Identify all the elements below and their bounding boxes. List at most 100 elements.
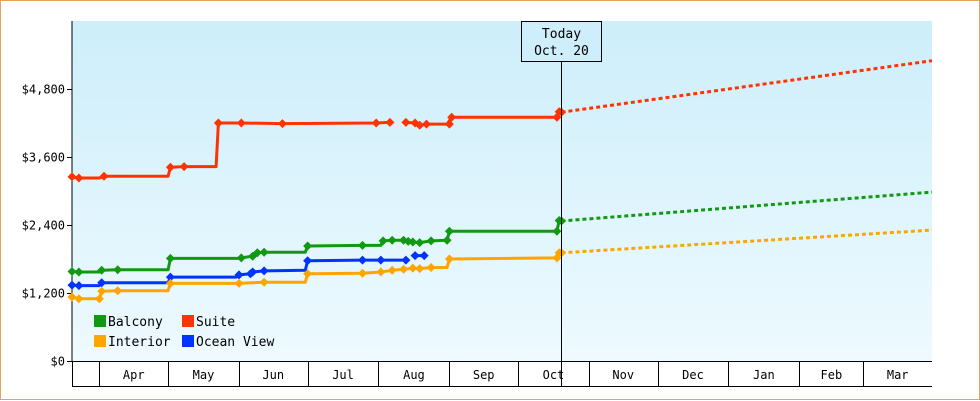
x-axis: Apr May Jun Jul Aug Sep Oct Nov Dec Jan Feb Mar xyxy=(72,361,932,387)
data-point-ocean-view xyxy=(67,280,77,290)
data-point-balcony xyxy=(426,236,436,246)
legend-swatch-ocean-view xyxy=(182,335,194,347)
data-point-ocean-view xyxy=(401,255,411,265)
data-point-balcony xyxy=(113,265,123,275)
data-point-ocean-view xyxy=(97,278,107,288)
x-tick-label: Dec xyxy=(682,368,704,382)
data-point-suite xyxy=(422,119,431,129)
data-point-balcony xyxy=(378,236,388,246)
legend: Balcony Suite Interior Ocean View xyxy=(94,315,274,350)
x-tick-label: Jun xyxy=(262,368,284,382)
data-point-interior xyxy=(358,268,367,278)
data-point-ocean-view xyxy=(419,251,429,261)
data-point-balcony xyxy=(387,235,397,245)
series-interior xyxy=(67,228,933,304)
today-label: Today xyxy=(542,27,581,42)
data-point-suite xyxy=(165,162,175,172)
data-point-suite xyxy=(371,118,381,128)
data-point-balcony xyxy=(408,237,418,247)
data-point-suite xyxy=(447,112,457,122)
data-point-balcony xyxy=(74,267,84,277)
data-point-suite xyxy=(415,120,425,130)
data-point-balcony xyxy=(415,238,425,248)
y-axis: $0 $1,200 $2,400 $3,600 $4,800 xyxy=(22,21,73,369)
projection-line-interior xyxy=(561,228,933,255)
data-point-interior xyxy=(113,286,123,296)
x-tick-label: Nov xyxy=(612,368,634,382)
data-point-ocean-view xyxy=(74,281,84,291)
projection-line-suite xyxy=(561,59,933,114)
today-date-label: Oct. 20 xyxy=(534,44,589,59)
data-point-interior xyxy=(376,267,386,277)
data-point-suite xyxy=(444,119,454,129)
x-tick-label: Apr xyxy=(123,368,145,382)
data-point-balcony xyxy=(252,248,262,258)
series-ocean-view xyxy=(67,251,429,291)
data-point-balcony xyxy=(552,226,562,236)
data-point-interior xyxy=(94,294,104,304)
legend-label-interior: Interior xyxy=(108,335,171,350)
data-point-balcony xyxy=(259,247,269,257)
data-point-balcony xyxy=(165,253,175,263)
data-point-interior xyxy=(259,277,269,287)
data-point-interior xyxy=(387,265,397,275)
data-point-interior xyxy=(67,292,77,302)
legend-swatch-interior xyxy=(94,335,106,347)
data-point-interior xyxy=(234,278,244,288)
data-point-interior xyxy=(74,294,84,304)
data-point-suite xyxy=(277,119,287,129)
data-point-balcony xyxy=(444,226,454,236)
y-tick-label: $4,800 xyxy=(22,83,65,97)
data-point-ocean-view xyxy=(259,266,269,276)
x-tick-label: Mar xyxy=(887,368,909,382)
legend-label-suite: Suite xyxy=(196,315,235,330)
data-point-ocean-view xyxy=(248,267,258,277)
x-tick-label: Jan xyxy=(753,368,775,382)
data-point-interior xyxy=(408,263,418,273)
data-point-interior xyxy=(165,278,175,288)
data-point-ocean-view xyxy=(376,255,386,265)
series-suite xyxy=(67,59,933,183)
x-tick-label: Jul xyxy=(332,368,354,382)
data-point-ocean-view xyxy=(358,255,367,265)
legend-swatch-suite xyxy=(182,315,194,327)
projection-line-balcony xyxy=(561,190,933,223)
today-box xyxy=(521,21,602,62)
data-point-balcony xyxy=(442,235,452,245)
data-point-balcony xyxy=(358,240,367,250)
data-point-interior xyxy=(399,264,409,274)
y-tick-label: $1,200 xyxy=(22,287,65,301)
data-point-suite xyxy=(179,162,189,172)
data-point-balcony xyxy=(67,267,77,276)
data-point-interior xyxy=(303,269,313,279)
data-point-suite xyxy=(67,172,77,182)
data-point-suite xyxy=(74,173,84,183)
legend-label-balcony: Balcony xyxy=(108,315,163,330)
data-point-balcony xyxy=(303,241,313,251)
data-point-ocean-view xyxy=(303,256,313,266)
data-point-balcony xyxy=(236,253,246,263)
data-point-ocean-view xyxy=(165,272,175,282)
data-point-interior xyxy=(97,286,107,296)
data-point-balcony xyxy=(97,265,107,275)
data-point-balcony xyxy=(248,251,258,261)
legend-swatch-balcony xyxy=(94,315,106,327)
series-line-balcony xyxy=(71,219,562,274)
data-point-suite xyxy=(385,117,395,127)
x-tick-label: May xyxy=(193,368,215,382)
data-point-interior xyxy=(444,254,454,264)
data-point-interior xyxy=(426,263,436,272)
y-tick-label: $2,400 xyxy=(22,219,65,233)
y-tick-label: $0 xyxy=(51,355,65,369)
legend-label-ocean-view: Ocean View xyxy=(196,335,274,350)
today-marker: Today Oct. 20 xyxy=(521,21,602,386)
data-point-suite xyxy=(213,118,223,128)
x-tick-label: Feb xyxy=(821,368,843,382)
x-tick-label: Oct xyxy=(543,368,565,382)
plot-background xyxy=(72,21,932,361)
data-point-ocean-view xyxy=(234,270,244,280)
data-point-interior xyxy=(415,264,425,274)
data-point-suite xyxy=(401,117,411,127)
